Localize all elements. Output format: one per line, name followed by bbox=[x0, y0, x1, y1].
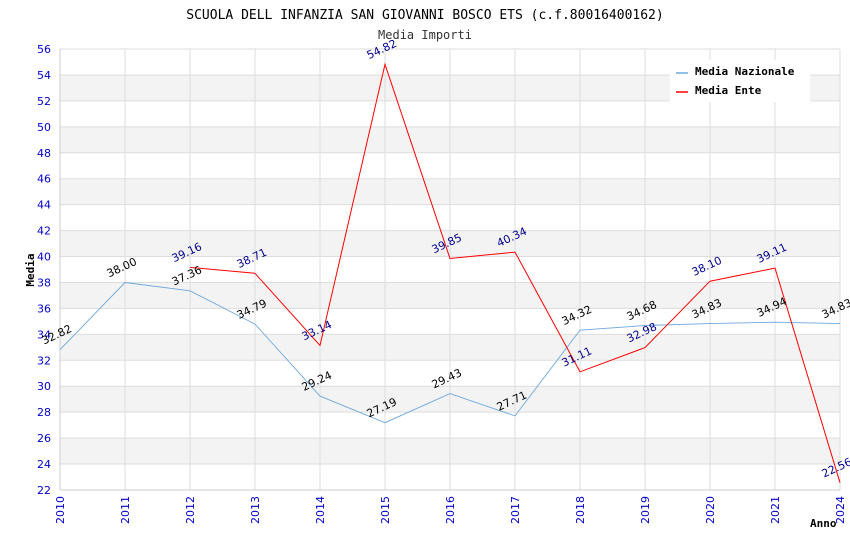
series-line-nazionale bbox=[59, 282, 841, 424]
x-tick-label: 2015 bbox=[379, 496, 392, 524]
y-tick-label: 36 bbox=[37, 302, 51, 315]
x-tick-label: 2018 bbox=[574, 496, 587, 524]
y-tick-label: 52 bbox=[37, 95, 51, 108]
y-axis-label: Media bbox=[24, 253, 37, 286]
y-axis-ticks: 22 24 26 28 30 32 34 36 38 40 42 44 46 48 50 52 54 56 bbox=[37, 43, 51, 497]
x-axis-label: Anno bbox=[810, 517, 837, 530]
legend-label-nazionale: Media Nazionale bbox=[695, 65, 795, 78]
x-tick-label: 2010 bbox=[54, 496, 67, 524]
x-axis-ticks: 2010 2011 2012 2013 2014 2015 2016 2017 2018 2019… bbox=[54, 496, 847, 524]
series-line-ente bbox=[189, 62, 841, 483]
y-tick-label: 56 bbox=[37, 43, 51, 56]
x-tick-label: 2012 bbox=[184, 496, 197, 524]
data-label-ente: 38.10 bbox=[690, 254, 724, 279]
y-tick-label: 26 bbox=[37, 432, 51, 445]
x-tick-label: 2016 bbox=[444, 496, 457, 524]
y-tick-label: 32 bbox=[37, 354, 51, 367]
x-tick-label: 2014 bbox=[314, 496, 327, 524]
series-lines bbox=[59, 62, 841, 483]
x-tick-label: 2024 bbox=[834, 496, 847, 524]
y-tick-label: 50 bbox=[37, 121, 51, 134]
x-tick-label: 2011 bbox=[119, 496, 132, 524]
y-tick-label: 38 bbox=[37, 276, 51, 289]
x-tick-label: 2017 bbox=[509, 496, 522, 524]
chart-subtitle: Media Importi bbox=[378, 28, 472, 42]
y-tick-label: 46 bbox=[37, 173, 51, 186]
y-tick-label: 44 bbox=[37, 199, 51, 212]
x-tick-label: 2021 bbox=[769, 496, 782, 524]
y-tick-label: 24 bbox=[37, 458, 51, 471]
legend-box bbox=[670, 60, 810, 102]
y-tick-label: 54 bbox=[37, 69, 51, 82]
y-tick-label: 42 bbox=[37, 225, 51, 238]
chart-title: SCUOLA DELL INFANZIA SAN GIOVANNI BOSCO … bbox=[186, 8, 663, 23]
y-tick-label: 48 bbox=[37, 147, 51, 160]
x-tick-label: 2020 bbox=[704, 496, 717, 524]
legend-label-ente: Media Ente bbox=[695, 84, 762, 97]
data-label-nazionale: 38.00 bbox=[105, 255, 139, 280]
y-tick-label: 28 bbox=[37, 406, 51, 419]
y-tick-label: 30 bbox=[37, 380, 51, 393]
x-tick-label: 2013 bbox=[249, 496, 262, 524]
y-tick-label: 22 bbox=[37, 484, 51, 497]
x-tick-label: 2019 bbox=[639, 496, 652, 524]
y-tick-label: 40 bbox=[37, 251, 51, 264]
legend: Media Nazionale Media Ente bbox=[670, 60, 810, 102]
y-tick-label: 34 bbox=[37, 328, 51, 341]
grid-lines bbox=[59, 48, 841, 491]
